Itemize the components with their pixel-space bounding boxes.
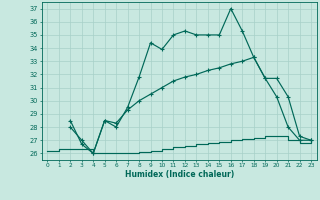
X-axis label: Humidex (Indice chaleur): Humidex (Indice chaleur) — [124, 170, 234, 179]
